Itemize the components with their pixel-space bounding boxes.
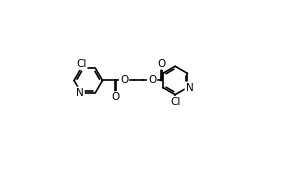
Text: O: O xyxy=(158,59,166,69)
Text: N: N xyxy=(186,83,193,93)
Text: Cl: Cl xyxy=(76,59,86,69)
Text: O: O xyxy=(148,75,156,85)
Text: O: O xyxy=(112,92,120,102)
Text: O: O xyxy=(120,75,128,85)
Text: Cl: Cl xyxy=(170,97,180,107)
Text: N: N xyxy=(76,88,84,98)
